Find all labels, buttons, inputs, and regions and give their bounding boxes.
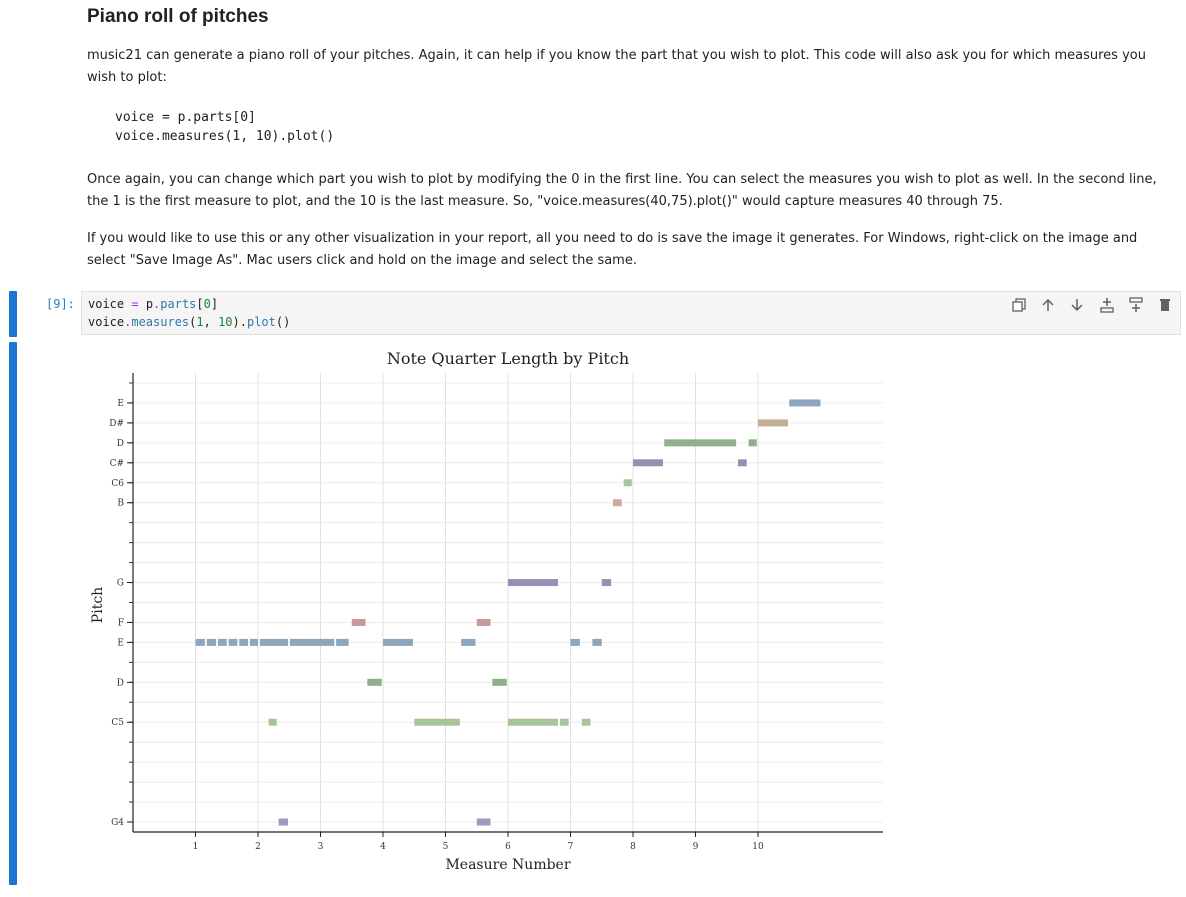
note-bar [613,499,622,507]
move-up-icon[interactable] [1039,296,1057,314]
y-tick-label: B [117,499,124,509]
code-example-line2: voice.measures(1, 10).plot() [115,129,335,144]
note-bar [508,718,558,726]
code-cell-line2: voice.measures(1, 10).plot() [88,315,291,329]
note-bar [623,479,632,487]
save-image-paragraph: If you would like to use this or any oth… [87,228,1162,272]
grid-layer [133,373,883,832]
note-bar [206,638,217,646]
piano-roll-chart: Note Quarter Length by Pitch G4C5DEFGBC6… [90,349,883,873]
insert-above-icon[interactable] [1098,296,1116,314]
note-bar [601,579,612,587]
note-bar [351,618,366,626]
note-bar [476,818,491,826]
note-bar [570,638,580,646]
note-bar [559,718,569,726]
note-bar [461,638,476,646]
x-tick-label: 4 [380,842,386,852]
note-bar [383,638,413,646]
x-axis-label: Measure Number [445,857,570,873]
note-bar [195,638,205,646]
y-tick-label: G [117,579,124,589]
code-cell-input[interactable]: voice = p.parts[0] voice.measures(1, 10)… [81,291,1181,335]
note-bar [492,678,507,686]
insert-below-icon[interactable] [1127,296,1145,314]
x-tick-label: 9 [693,842,699,852]
y-tick-label: D [117,678,124,688]
move-down-icon[interactable] [1068,296,1086,314]
note-bar [581,718,591,726]
cell-input-collapser[interactable] [9,291,17,337]
y-tick-label: C# [110,459,124,469]
cell-toolbar [1010,296,1180,316]
note-bar [476,618,491,626]
intro-paragraph: music21 can generate a piano roll of you… [87,45,1162,89]
notes-layer [195,399,821,826]
intro-text: music21 can generate a piano roll of you… [87,48,1146,85]
note-bar [289,638,335,646]
save-image-text: If you would like to use this or any oth… [87,231,1138,268]
delete-icon[interactable] [1156,296,1174,314]
note-bar [367,678,382,686]
x-tick-label: 7 [568,842,574,852]
y-tick-label: E [117,399,124,409]
section-heading: Piano roll of pitches [87,6,269,27]
note-bar [259,638,288,646]
x-tick-label: 5 [443,842,449,852]
note-bar [218,638,227,646]
measures-paragraph: Once again, you can change which part yo… [87,169,1162,213]
note-bar [278,818,288,826]
note-bar [592,638,602,646]
y-tick-label: D# [109,419,124,429]
y-tick-label: E [117,638,124,648]
y-tick-label: D [117,439,124,449]
copy-icon[interactable] [1010,296,1028,314]
x-tick-label: 1 [193,842,199,852]
y-tick-label: C5 [111,718,124,728]
execution-prompt: [9]: [46,297,75,311]
x-tick-label: 10 [752,842,764,852]
y-axis-label: Pitch [90,587,106,623]
note-bar [748,439,757,447]
chart-title: Note Quarter Length by Pitch [387,349,629,368]
y-tick-label: C6 [111,479,124,489]
note-bar [789,399,821,407]
note-bar [249,638,258,646]
x-tick-label: 8 [630,842,636,852]
note-bar [228,638,238,646]
note-bar [633,459,663,467]
x-tick-label: 2 [255,842,261,852]
y-tick-label: F [118,618,124,628]
code-example-line1: voice = p.parts[0] [115,110,256,125]
x-tick-label: 6 [505,842,511,852]
note-bar [239,638,248,646]
note-bar [738,459,747,467]
note-bar [268,718,277,726]
note-bar [508,579,558,587]
cell-output-collapser[interactable] [9,342,17,885]
code-cell-line1: voice = p.parts[0] [88,297,219,311]
measures-text: Once again, you can change which part yo… [87,172,1157,209]
x-tick-label: 3 [318,842,324,852]
note-bar [336,638,349,646]
y-tick-label: G4 [111,818,124,828]
note-bar [758,419,788,427]
note-bar [664,439,737,447]
note-bar [414,718,460,726]
